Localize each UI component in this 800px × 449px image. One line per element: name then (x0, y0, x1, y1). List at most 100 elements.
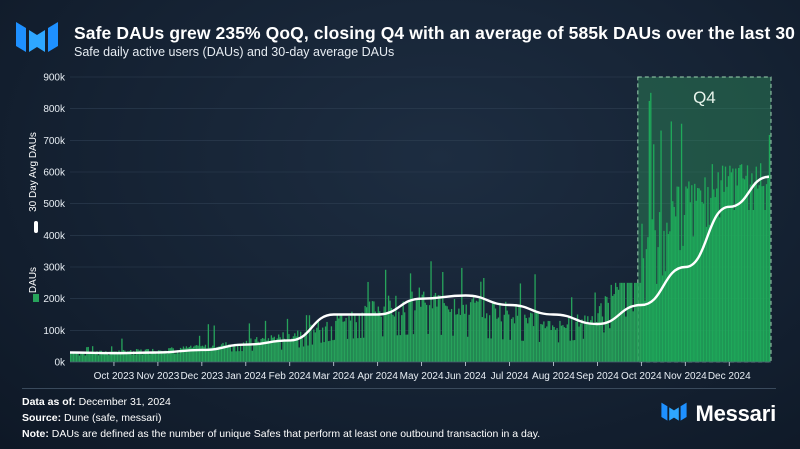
dau-bar (119, 351, 122, 362)
dau-bar (610, 284, 612, 362)
dau-bar (412, 334, 415, 362)
dau-bar (297, 330, 299, 362)
dau-bar (554, 329, 557, 362)
dau-bar (153, 351, 155, 362)
dau-bar (190, 345, 192, 362)
dau-bar (598, 306, 601, 362)
dau-bar (513, 323, 516, 362)
dau-bar (298, 347, 300, 362)
dau-bar (452, 335, 454, 362)
dau-bar (565, 328, 567, 362)
y-tick-label: 300k (43, 263, 66, 274)
dau-bar (128, 351, 130, 362)
dau-bar (569, 340, 571, 362)
dau-bar (225, 342, 227, 362)
dau-bar (450, 308, 453, 362)
dau-bar (351, 311, 353, 362)
dau-bar (409, 273, 412, 362)
dau-bar (310, 324, 312, 362)
dau-bar (75, 352, 78, 362)
dau-bar (623, 282, 626, 362)
dau-bar (194, 345, 196, 362)
dau-bar (512, 317, 514, 362)
dau-bar (675, 216, 677, 362)
dau-bar (427, 333, 429, 362)
dau-bar (717, 172, 719, 362)
dau-bar (390, 307, 393, 362)
dau-bar (752, 210, 755, 362)
dau-bar (568, 316, 570, 362)
dau-bar (433, 295, 435, 362)
dau-bar (379, 311, 381, 362)
dau-bar (481, 317, 483, 362)
dau-bar (96, 351, 98, 362)
dau-bar (175, 353, 177, 362)
dau-bar (338, 318, 340, 362)
dau-bar (226, 346, 229, 362)
data-as-of-value: December 31, 2024 (78, 396, 171, 408)
dau-bar (606, 296, 608, 362)
dau-bar (374, 311, 377, 362)
dau-bar (127, 351, 129, 362)
dau-bar (384, 269, 387, 362)
dau-bar (699, 190, 702, 362)
dau-bar (631, 282, 633, 362)
dau-bar (689, 202, 692, 362)
x-tick-label: Mar 2024 (313, 371, 356, 382)
dau-bar (560, 325, 563, 362)
dau-bar (666, 222, 668, 362)
dau-bar (739, 164, 741, 362)
dau-bar (278, 334, 280, 362)
dau-bar (266, 340, 268, 362)
dau-bar (572, 340, 574, 362)
dau-bar (471, 299, 473, 362)
dau-bar (757, 188, 759, 362)
dau-bar (475, 300, 478, 362)
dau-bar (156, 354, 158, 362)
dau-bar (115, 351, 117, 362)
y-tick-label: 100k (43, 326, 66, 337)
dau-bar (434, 292, 437, 362)
dau-bar (720, 180, 722, 362)
dau-bar (302, 346, 305, 362)
note-value: DAUs are defined as the number of unique… (51, 428, 541, 440)
dau-bar (377, 306, 379, 362)
dau-bar (247, 343, 249, 362)
dau-bar (200, 346, 202, 362)
dau-bar (269, 341, 271, 362)
dau-bar (308, 315, 311, 362)
dau-bar (137, 349, 139, 362)
dau-bar (543, 321, 545, 362)
dau-bar (174, 353, 176, 362)
dau-bar (108, 355, 110, 362)
dau-bar (234, 343, 236, 362)
dau-bar (362, 337, 365, 362)
dau-bar (540, 324, 542, 362)
dau-bar (688, 181, 690, 362)
dau-bar (212, 345, 214, 362)
dau-bar (399, 335, 401, 362)
dau-bar (729, 165, 731, 362)
dau-bar (118, 350, 120, 362)
dau-bar (557, 342, 560, 362)
dau-bar (383, 306, 385, 362)
avg-line (69, 175, 770, 355)
dau-bar (727, 176, 730, 362)
dau-bar (502, 339, 504, 362)
messari-brand-icon (660, 399, 688, 428)
dau-bar (714, 197, 716, 362)
dau-bar (686, 188, 689, 362)
dau-bar (534, 274, 536, 362)
dau-bar (159, 350, 161, 362)
dau-bar (210, 347, 212, 362)
dau-bar (254, 339, 256, 362)
dau-bar (197, 345, 199, 362)
dau-bar (72, 352, 75, 362)
dau-bar (361, 312, 363, 362)
dau-bar (549, 321, 551, 362)
dau-bar (755, 166, 757, 362)
dau-bar (130, 350, 132, 362)
dau-bar (524, 314, 526, 362)
legend-label-avg: 30 Day Avg DAUs (28, 132, 39, 212)
